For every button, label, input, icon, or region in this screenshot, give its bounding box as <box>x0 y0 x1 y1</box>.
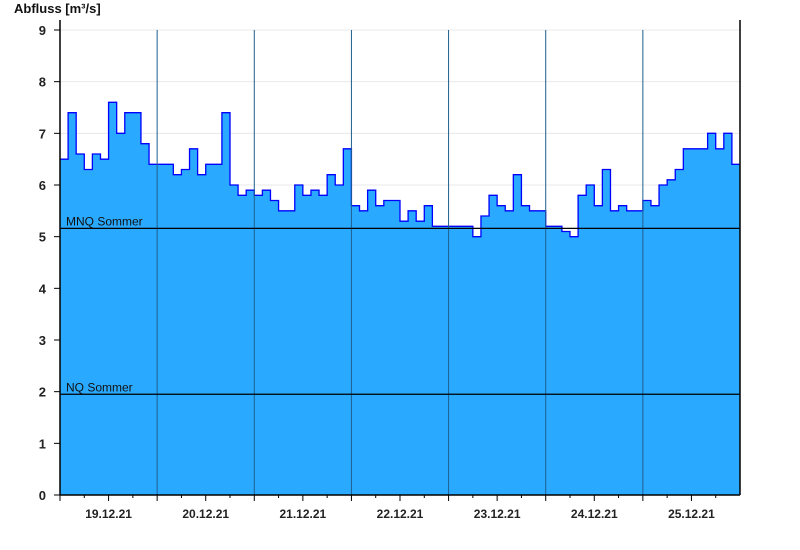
y-tick-label: 9 <box>39 23 46 38</box>
series-area <box>60 102 740 495</box>
y-tick-label: 6 <box>39 178 46 193</box>
y-tick-label: 8 <box>39 75 46 90</box>
x-tick-label: 20.12.21 <box>182 507 229 521</box>
reference-line-label: NQ Sommer <box>66 380 133 394</box>
y-tick-label: 3 <box>39 333 46 348</box>
y-tick-label: 0 <box>39 488 46 503</box>
y-tick-label: 4 <box>39 281 47 296</box>
y-axis-title: Abfluss [m³/s] <box>14 1 101 16</box>
x-tick-label: 21.12.21 <box>279 507 326 521</box>
y-tick-label: 5 <box>39 230 46 245</box>
reference-line-label: MNQ Sommer <box>66 214 143 228</box>
series-line <box>60 101 740 238</box>
x-tick-label: 24.12.21 <box>571 507 618 521</box>
x-tick-label: 23.12.21 <box>474 507 521 521</box>
y-tick-label: 7 <box>39 126 46 141</box>
x-tick-label: 22.12.21 <box>377 507 424 521</box>
y-tick-label: 1 <box>39 436 46 451</box>
x-tick-label: 19.12.21 <box>85 507 132 521</box>
x-tick-label: 25.12.21 <box>668 507 715 521</box>
y-tick-label: 2 <box>39 385 46 400</box>
